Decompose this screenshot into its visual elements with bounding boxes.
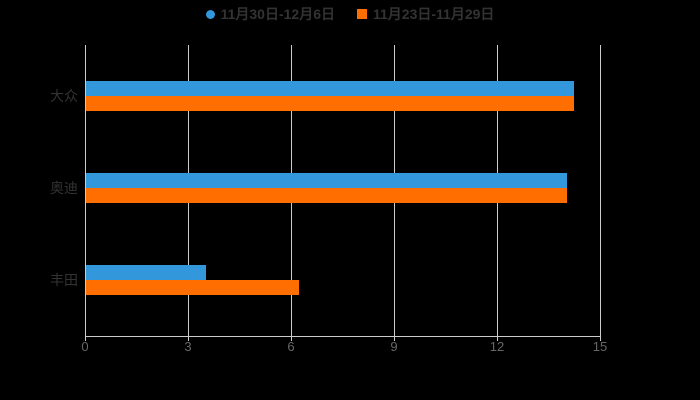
bar-series0-大众[interactable]: [86, 81, 574, 96]
x-tick-label-15: 15: [592, 339, 608, 354]
gridline-x-15: [600, 45, 601, 336]
x-axis-line: [85, 336, 601, 337]
x-tick-label-0: 0: [81, 339, 89, 354]
x-tick-12: [497, 337, 498, 341]
legend-label: 11月23日-11月29日: [373, 6, 495, 22]
bar-series0-奥迪[interactable]: [86, 173, 567, 188]
x-tick-3: [188, 337, 189, 341]
x-tick-label-12: 12: [489, 339, 505, 354]
legend-item-1[interactable]: 11月23日-11月29日: [357, 5, 494, 23]
legend-item-0[interactable]: 11月30日-12月6日: [205, 5, 335, 23]
x-tick-label-6: 6: [287, 339, 295, 354]
x-tick-9: [394, 337, 395, 341]
y-axis-line: [85, 45, 86, 337]
category-label-大众: 大众: [50, 88, 78, 104]
bar-series0-丰田[interactable]: [86, 265, 206, 280]
bar-series1-奥迪[interactable]: [86, 188, 567, 203]
bar-series1-大众[interactable]: [86, 96, 574, 111]
legend-circle-marker: [205, 9, 215, 19]
bar-series1-丰田[interactable]: [86, 280, 299, 295]
x-tick-0: [85, 337, 86, 341]
category-label-奥迪: 奥迪: [50, 180, 78, 196]
legend-label: 11月30日-12月6日: [220, 6, 335, 22]
category-label-丰田: 丰田: [50, 272, 78, 288]
x-tick-15: [600, 337, 601, 341]
x-tick-label-3: 3: [184, 339, 192, 354]
plot-area: [85, 45, 601, 336]
x-tick-label-9: 9: [390, 339, 398, 354]
x-tick-6: [291, 337, 292, 341]
legend: 11月30日-12月6日 11月23日-11月29日: [0, 5, 700, 23]
legend-square-marker: [357, 9, 367, 19]
